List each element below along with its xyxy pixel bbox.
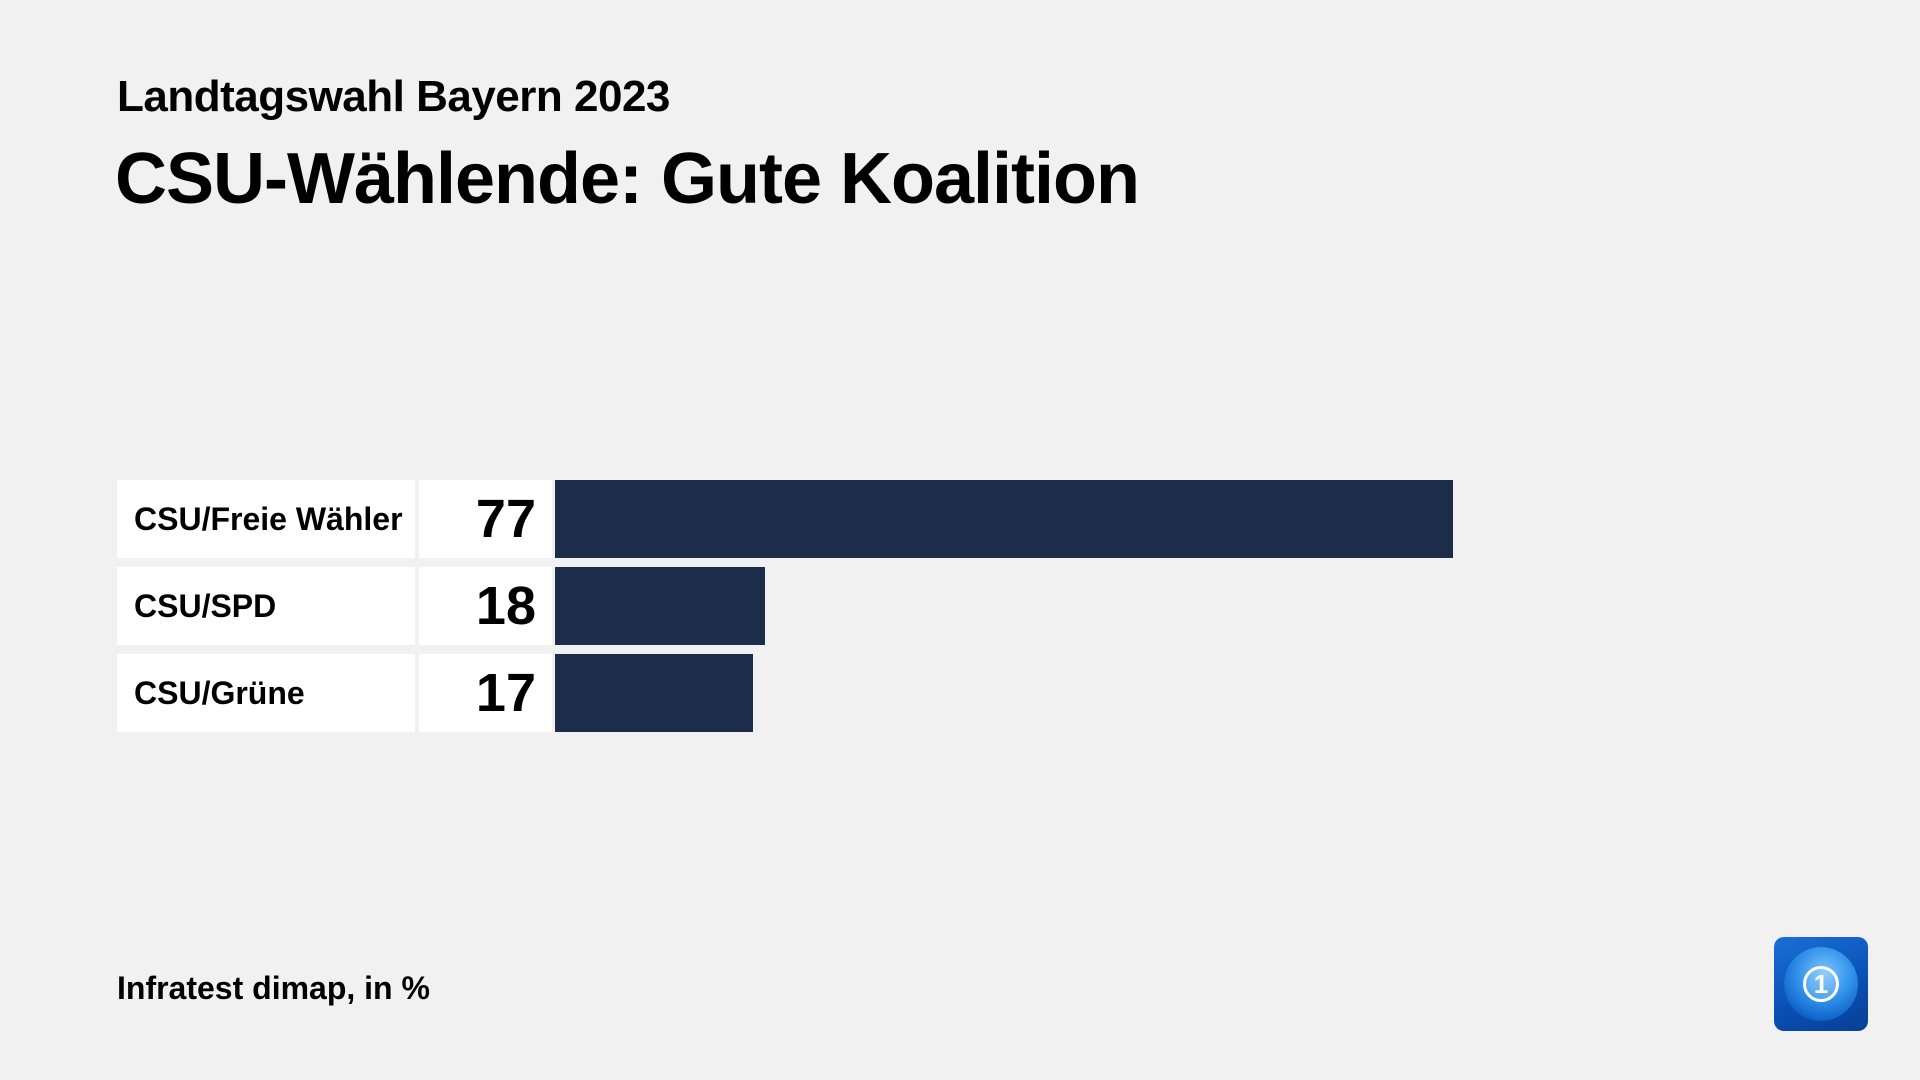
bar-label: CSU/Grüne [117,654,415,732]
bar [555,654,753,732]
tagesschau-logo-icon: 1 [1774,937,1868,1031]
bar-label: CSU/SPD [117,567,415,645]
bar-label: CSU/Freie Wähler [117,480,415,558]
bar-row: CSU/SPD 18 [117,567,1917,645]
bar [555,480,1453,558]
bar [555,567,765,645]
chart-title: CSU-Wählende: Gute Koalition [115,139,1140,219]
chart-subtitle: Landtagswahl Bayern 2023 [117,72,670,121]
bar-row: CSU/Grüne 17 [117,654,1917,732]
source-note: Infratest dimap, in % [117,970,430,1006]
bar-value: 18 [419,567,552,645]
bar-value: 17 [419,654,552,732]
bar-value: 77 [419,480,552,558]
one-icon: 1 [1803,966,1839,1002]
bar-row: CSU/Freie Wähler 77 [117,480,1917,558]
